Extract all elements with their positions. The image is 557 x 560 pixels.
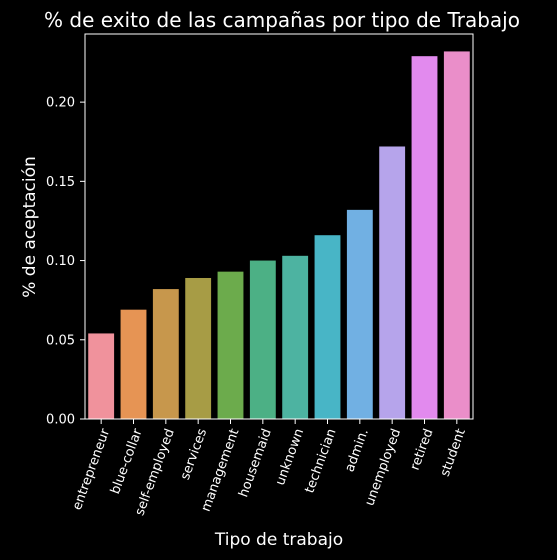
bar-entrepreneur: [88, 333, 115, 419]
x-tick-label: technician: [302, 427, 339, 495]
x-tick-label: student: [438, 427, 469, 479]
bar-unknown: [282, 255, 309, 419]
bar-services: [185, 277, 212, 419]
y-tick-label: 0.10: [46, 254, 75, 269]
bar-technician: [314, 235, 341, 419]
bar-blue-collar: [120, 309, 147, 419]
x-axis-label: Tipo de trabajo: [214, 530, 343, 550]
bars: [88, 51, 470, 420]
bar-retired: [411, 56, 438, 420]
y-axis-ticks: 0.00 0.05 0.10 0.15 0.20: [46, 96, 85, 428]
y-tick-label: 0.15: [46, 175, 75, 190]
chart-title: % de exito de las campañas por tipo de T…: [44, 8, 520, 32]
bar-self-employed: [152, 289, 179, 419]
x-tick-label: unknown: [273, 427, 307, 488]
y-tick-label: 0.00: [46, 413, 75, 428]
x-tick-label: retired: [408, 427, 437, 473]
bar-admin: [346, 209, 373, 419]
bar-unemployed: [379, 146, 406, 420]
bar-student: [443, 51, 470, 420]
x-tick-label: blue-collar: [108, 426, 146, 496]
x-tick-label: housemaid: [236, 427, 275, 500]
x-tick-label: admin.: [342, 427, 371, 474]
bar-management: [217, 271, 244, 419]
y-tick-label: 0.20: [46, 96, 75, 111]
x-tick-label: services: [178, 427, 210, 482]
y-tick-label: 0.05: [46, 333, 75, 348]
y-axis-label: % de aceptación: [20, 156, 40, 298]
plot-frame: [84, 33, 474, 420]
bar-housemaid: [249, 260, 276, 419]
x-tick-label: entrepreneur: [70, 426, 114, 512]
